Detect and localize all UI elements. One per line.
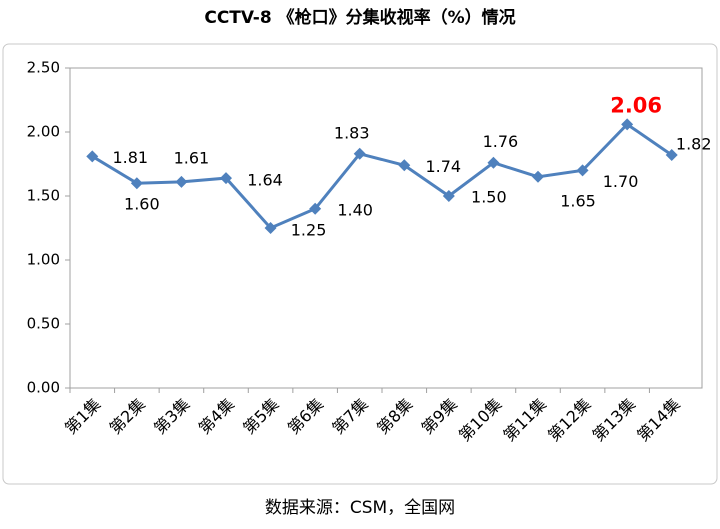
data-label: 1.61 [174,148,210,167]
data-label: 1.40 [337,200,373,219]
x-tick-label: 第14集 [633,395,683,445]
point-marker [353,147,366,160]
point-marker [487,156,500,169]
point-marker [130,177,143,190]
point-marker [621,118,634,131]
x-tick-label: 第4集 [195,395,238,438]
data-label: 2.06 [610,93,662,117]
x-tick-label: 第7集 [328,395,371,438]
point-marker [220,172,232,185]
source-note: 数据来源：CSM，全国网 [265,498,455,518]
data-label: 1.83 [334,123,370,142]
point-marker [576,164,589,177]
x-tick-label: 第3集 [150,395,193,438]
data-label: 1.76 [483,132,519,151]
x-tick-label: 第11集 [500,395,550,445]
x-tick-label: 第12集 [544,395,594,445]
plot-frame [69,67,703,389]
x-tick-label: 第2集 [106,395,149,438]
data-label: 1.64 [247,171,283,190]
data-label: 1.50 [471,188,507,207]
x-tick-label: 第6集 [284,395,327,438]
point-marker [86,150,99,163]
data-label: 1.65 [560,191,596,210]
y-tick-label: 0.00 [27,379,60,397]
point-marker [398,159,411,172]
x-tick-label: 第8集 [373,395,416,438]
chart-title: CCTV-8 《枪口》分集收视率（%）情况 [204,7,515,28]
y-tick-label: 2.00 [27,123,60,141]
point-marker [264,222,277,234]
data-label: 1.81 [112,148,148,167]
data-label: 1.82 [676,135,712,154]
x-tick-label: 第1集 [61,395,104,438]
x-tick-label: 第10集 [455,395,505,445]
data-label: 1.60 [124,195,160,214]
point-marker [665,149,678,162]
point-marker [309,202,322,215]
x-tick-label: 第5集 [239,395,282,438]
y-tick-label: 1.00 [27,251,60,269]
point-marker [175,175,188,188]
point-marker [442,190,455,202]
chart-frame [2,43,718,485]
x-tick-label: 第13集 [589,395,639,445]
y-tick-label: 0.50 [27,315,60,333]
point-marker [532,170,544,183]
data-label: 1.70 [603,172,639,191]
data-label: 1.25 [291,221,327,240]
y-tick-label: 2.50 [27,59,60,77]
series-line [91,122,673,230]
data-label: 1.74 [425,157,461,176]
y-tick-label: 1.50 [27,187,60,205]
